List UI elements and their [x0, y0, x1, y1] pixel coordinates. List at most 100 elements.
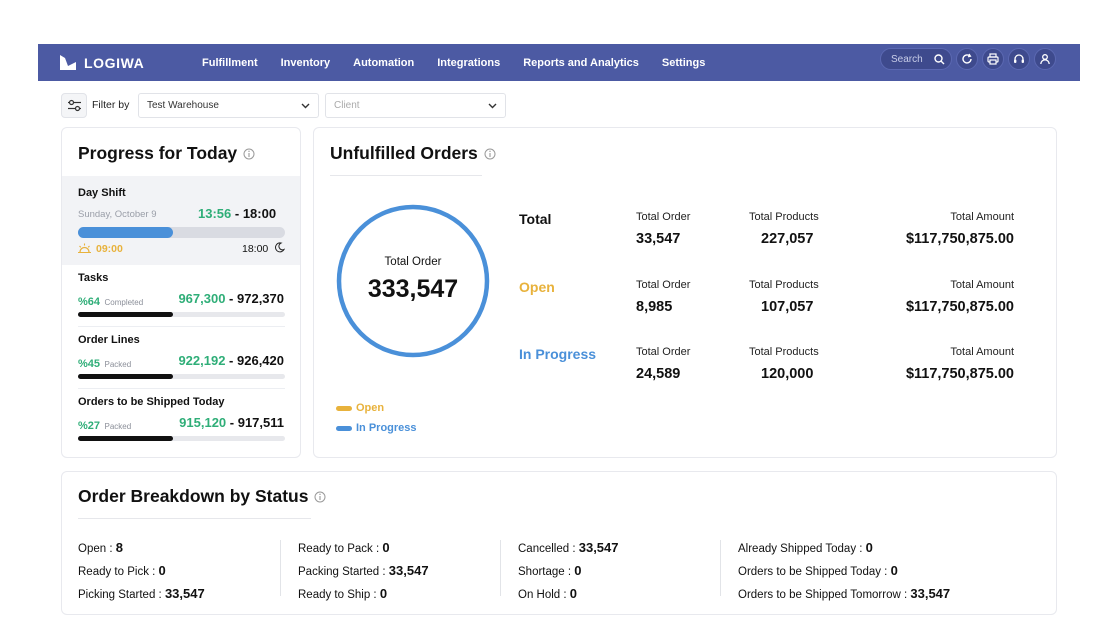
nav-settings[interactable]: Settings	[661, 56, 706, 69]
info-icon[interactable]	[484, 148, 496, 160]
total-order-ring-chart	[336, 204, 490, 358]
info-icon[interactable]	[314, 491, 326, 503]
tasks-total: 972,370	[237, 291, 284, 306]
row-open-order-label: Total Order	[636, 279, 691, 291]
shift-progress-fill	[78, 227, 174, 238]
status-ready-to-ship: Ready to Ship : 0	[298, 583, 429, 606]
shift-progress-track	[78, 227, 285, 238]
orders-shipped-today-value: 915,120	[179, 415, 227, 430]
orders-shipped-today-progress-fill	[78, 436, 174, 441]
breakdown-title: Order Breakdown by Status	[78, 486, 326, 507]
nav-reports-and-analytics[interactable]: Reports and Analytics	[523, 56, 639, 69]
orders-shipped-today-sep: -	[226, 415, 238, 430]
title-underline	[78, 518, 311, 519]
status-label: Packing Started :	[298, 566, 389, 578]
tasks-percent: %64 Completed	[78, 292, 143, 310]
legend-in-progress: In Progress	[336, 422, 417, 434]
row-in-progress-products-value: 120,000	[761, 366, 814, 382]
status-picking-started: Picking Started : 33,547	[78, 583, 205, 606]
orders-shipped-today-pct: %27	[78, 420, 101, 432]
status-label: Ready to Pack :	[298, 543, 383, 555]
logo-text: LOGIWA	[84, 54, 145, 71]
status-on-hold: On Hold : 0	[518, 583, 619, 606]
ring-label: Total Order	[384, 256, 442, 268]
tasks-values: 967,300 - 972,370	[178, 290, 284, 308]
status-label: Orders to be Shipped Today :	[738, 566, 891, 578]
refresh-icon	[962, 53, 972, 64]
status-orders-shipped-tomorrow: Orders to be Shipped Tomorrow : 33,547	[738, 583, 950, 606]
filter-toggle-button[interactable]	[61, 93, 87, 118]
shift-start-time: 09:00	[96, 243, 123, 255]
order-lines-progress-fill	[78, 374, 174, 379]
profile-button[interactable]	[1034, 48, 1056, 70]
filter-sliders-icon	[67, 99, 81, 112]
shift-time-now: 13:56	[198, 206, 232, 221]
logo-mark-icon	[60, 55, 76, 70]
refresh-button[interactable]	[956, 48, 978, 70]
row-open-amount-value: $117,750,875.00	[905, 299, 1014, 315]
row-in-progress-amount-label: Total Amount	[950, 346, 1014, 358]
progress-card: Progress for Today Day Shift Sunday, Oct…	[61, 127, 301, 458]
column-divider	[720, 540, 721, 596]
row-open-amount-label: Total Amount	[950, 279, 1014, 291]
status-value: 33,547	[164, 586, 205, 601]
tasks-pct: %64	[78, 296, 101, 308]
status-value: 0	[382, 540, 390, 555]
status-shortage: Shortage : 0	[518, 560, 619, 583]
logo[interactable]: LOGIWA	[59, 54, 182, 71]
orders-shipped-today-title: Orders to be Shipped Today	[78, 396, 225, 408]
search-input[interactable]: Search	[880, 48, 952, 70]
ring-value: 333,547	[367, 275, 459, 303]
status-ready-to-pick: Ready to Pick : 0	[78, 560, 205, 583]
warehouse-select[interactable]: Test Warehouse	[138, 93, 319, 118]
row-in-progress-order-value: 24,589	[636, 366, 681, 382]
order-lines-sep: -	[225, 353, 237, 368]
row-total-amount-value: $117,750,875.00	[905, 231, 1014, 247]
support-button[interactable]	[1008, 48, 1030, 70]
order-lines-total: 926,420	[237, 353, 284, 368]
filter-label: Filter by	[92, 99, 130, 111]
status-value: 0	[865, 540, 873, 555]
nav-inventory[interactable]: Inventory	[280, 56, 331, 69]
nav-integrations[interactable]: Integrations	[437, 56, 501, 69]
shift-time: 13:56 - 18:00	[198, 206, 276, 221]
status-column-4: Already Shipped Today : 0 Orders to be S…	[738, 537, 950, 606]
progress-title: Progress for Today	[78, 143, 255, 164]
status-value: 8	[115, 540, 123, 555]
shift-time-end: 18:00	[242, 206, 277, 221]
status-already-shipped-today: Already Shipped Today : 0	[738, 537, 950, 560]
orders-shipped-today-progress-track	[78, 436, 285, 441]
status-label: Ready to Pick :	[78, 566, 159, 578]
info-icon[interactable]	[243, 148, 255, 160]
sunrise-icon	[78, 243, 91, 253]
nav-fulfillment[interactable]: Fulfillment	[202, 56, 258, 69]
print-icon	[987, 53, 999, 65]
search-icon[interactable]	[934, 53, 945, 65]
status-column-1: Open : 8 Ready to Pick : 0 Picking Start…	[78, 537, 205, 606]
status-value: 33,547	[910, 586, 951, 601]
client-select[interactable]: Client	[325, 93, 506, 118]
legend-in-progress-swatch	[336, 425, 352, 431]
tasks-value: 967,300	[178, 291, 226, 306]
tasks-sub: Completed	[104, 298, 144, 307]
status-value: 33,547	[388, 563, 429, 578]
divider	[78, 388, 285, 389]
status-value: 0	[890, 563, 898, 578]
legend-open-swatch	[336, 405, 352, 411]
moon-icon	[275, 242, 285, 253]
status-value: 0	[569, 586, 578, 601]
status-value: 0	[379, 586, 388, 601]
chevron-down-icon	[488, 103, 497, 108]
orders-shipped-today-sub: Packed	[104, 422, 132, 431]
search-placeholder: Search	[891, 53, 923, 65]
status-label: Open :	[78, 543, 116, 555]
row-total-amount-label: Total Amount	[950, 211, 1014, 223]
print-button[interactable]	[982, 48, 1004, 70]
row-open-products-label: Total Products	[749, 279, 819, 291]
nav-automation[interactable]: Automation	[353, 56, 415, 69]
headset-icon	[1014, 54, 1024, 63]
unfulfilled-orders-card: Unfulfilled Orders Total Order 333,547 T…	[313, 127, 1057, 458]
order-lines-value: 922,192	[178, 353, 226, 368]
client-placeholder: Client	[334, 100, 360, 111]
status-label: On Hold :	[518, 589, 570, 601]
